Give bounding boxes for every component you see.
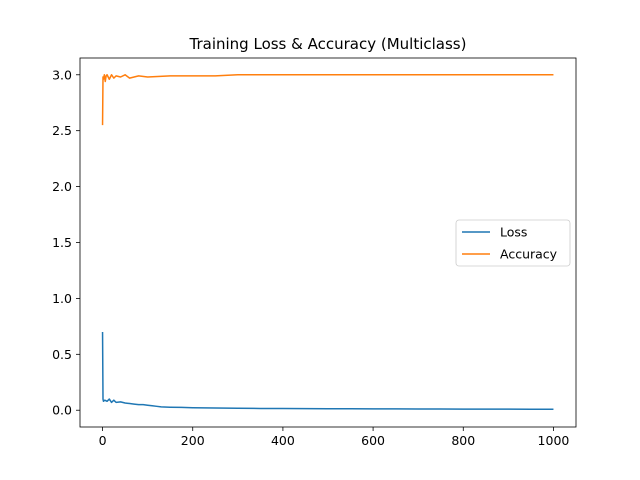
x-tick-label: 400 [271,433,295,448]
x-tick-label: 1000 [538,433,570,448]
legend-label-loss: Loss [500,225,527,240]
x-axis: 0 200 400 600 800 1000 [99,427,570,448]
legend-label-accuracy: Accuracy [500,247,558,262]
y-tick-label: 0.5 [52,347,72,362]
y-tick-label: 2.0 [52,179,72,194]
y-tick-label: 1.5 [52,235,72,250]
y-tick-label: 1.0 [52,291,72,306]
plot-area [101,74,554,410]
x-tick-label: 800 [451,433,475,448]
series-line-loss [101,331,554,410]
x-tick-label: 0 [99,433,107,448]
y-tick-label: 3.0 [52,67,72,82]
x-tick-label: 600 [361,433,385,448]
legend: Loss Accuracy [455,219,571,267]
chart-title: Training Loss & Accuracy (Multiclass) [189,35,467,53]
y-axis: 0.0 0.5 1.0 1.5 2.0 2.5 3.0 [52,67,80,418]
series-line-accuracy [101,74,554,126]
y-tick-label: 2.5 [52,123,72,138]
y-tick-label: 0.0 [52,403,72,418]
x-tick-label: 200 [181,433,205,448]
